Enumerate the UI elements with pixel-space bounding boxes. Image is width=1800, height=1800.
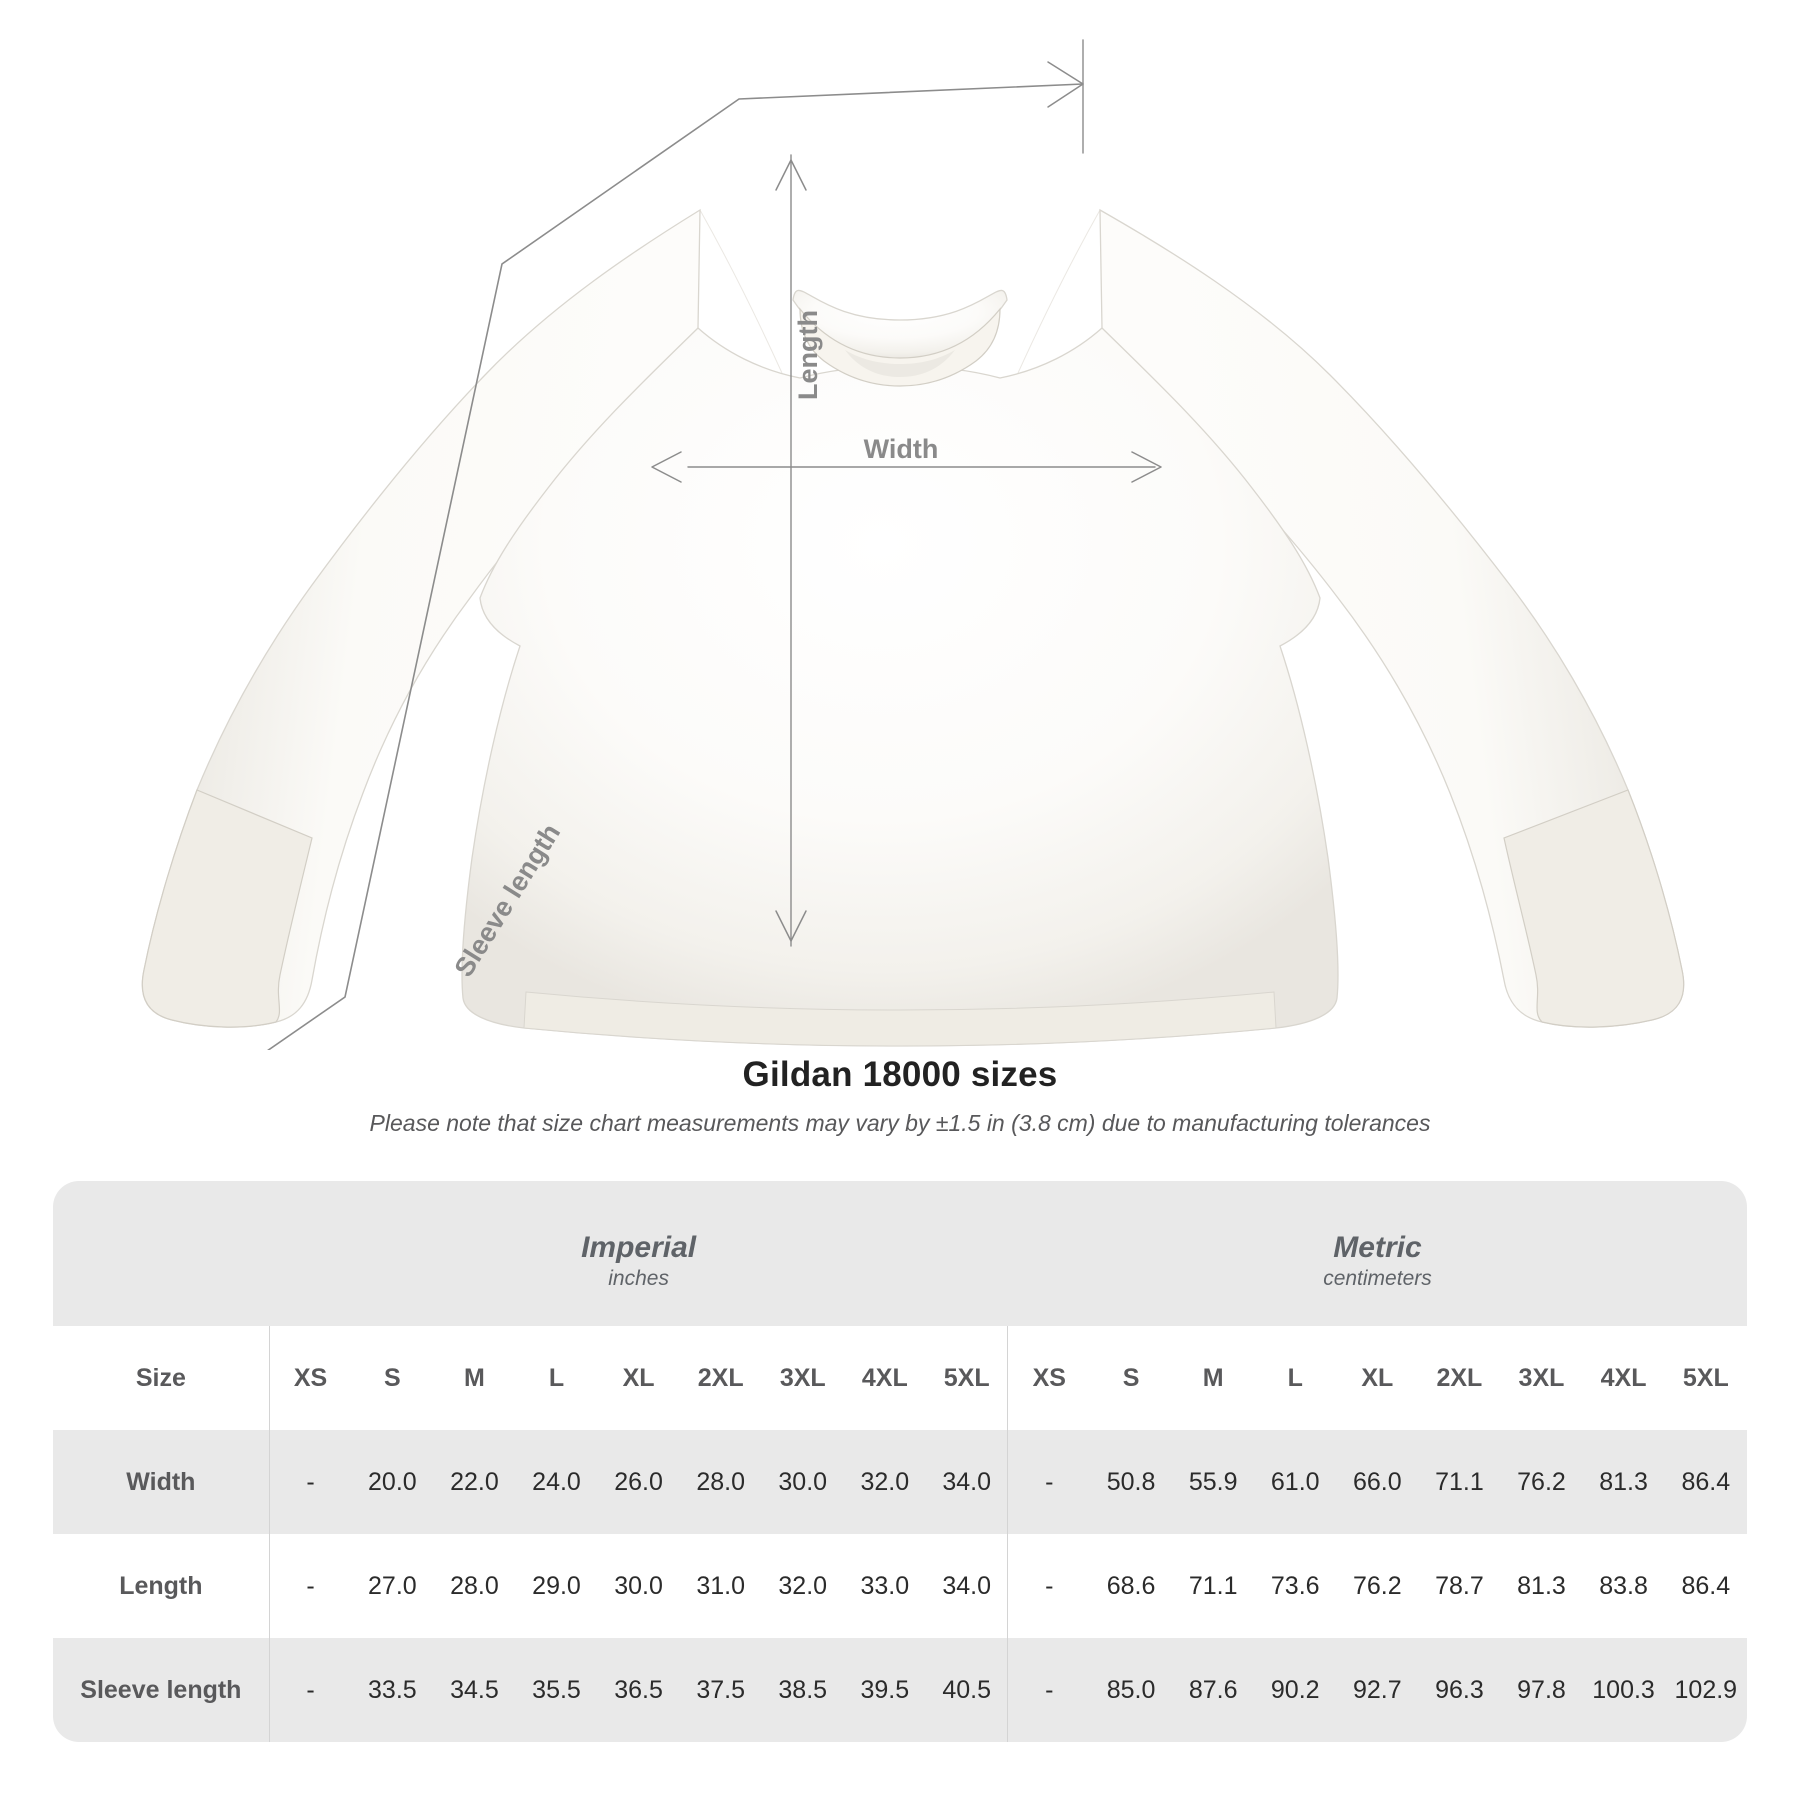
svg-text:Length: Length bbox=[793, 310, 823, 400]
svg-text:Width: Width bbox=[864, 434, 939, 464]
